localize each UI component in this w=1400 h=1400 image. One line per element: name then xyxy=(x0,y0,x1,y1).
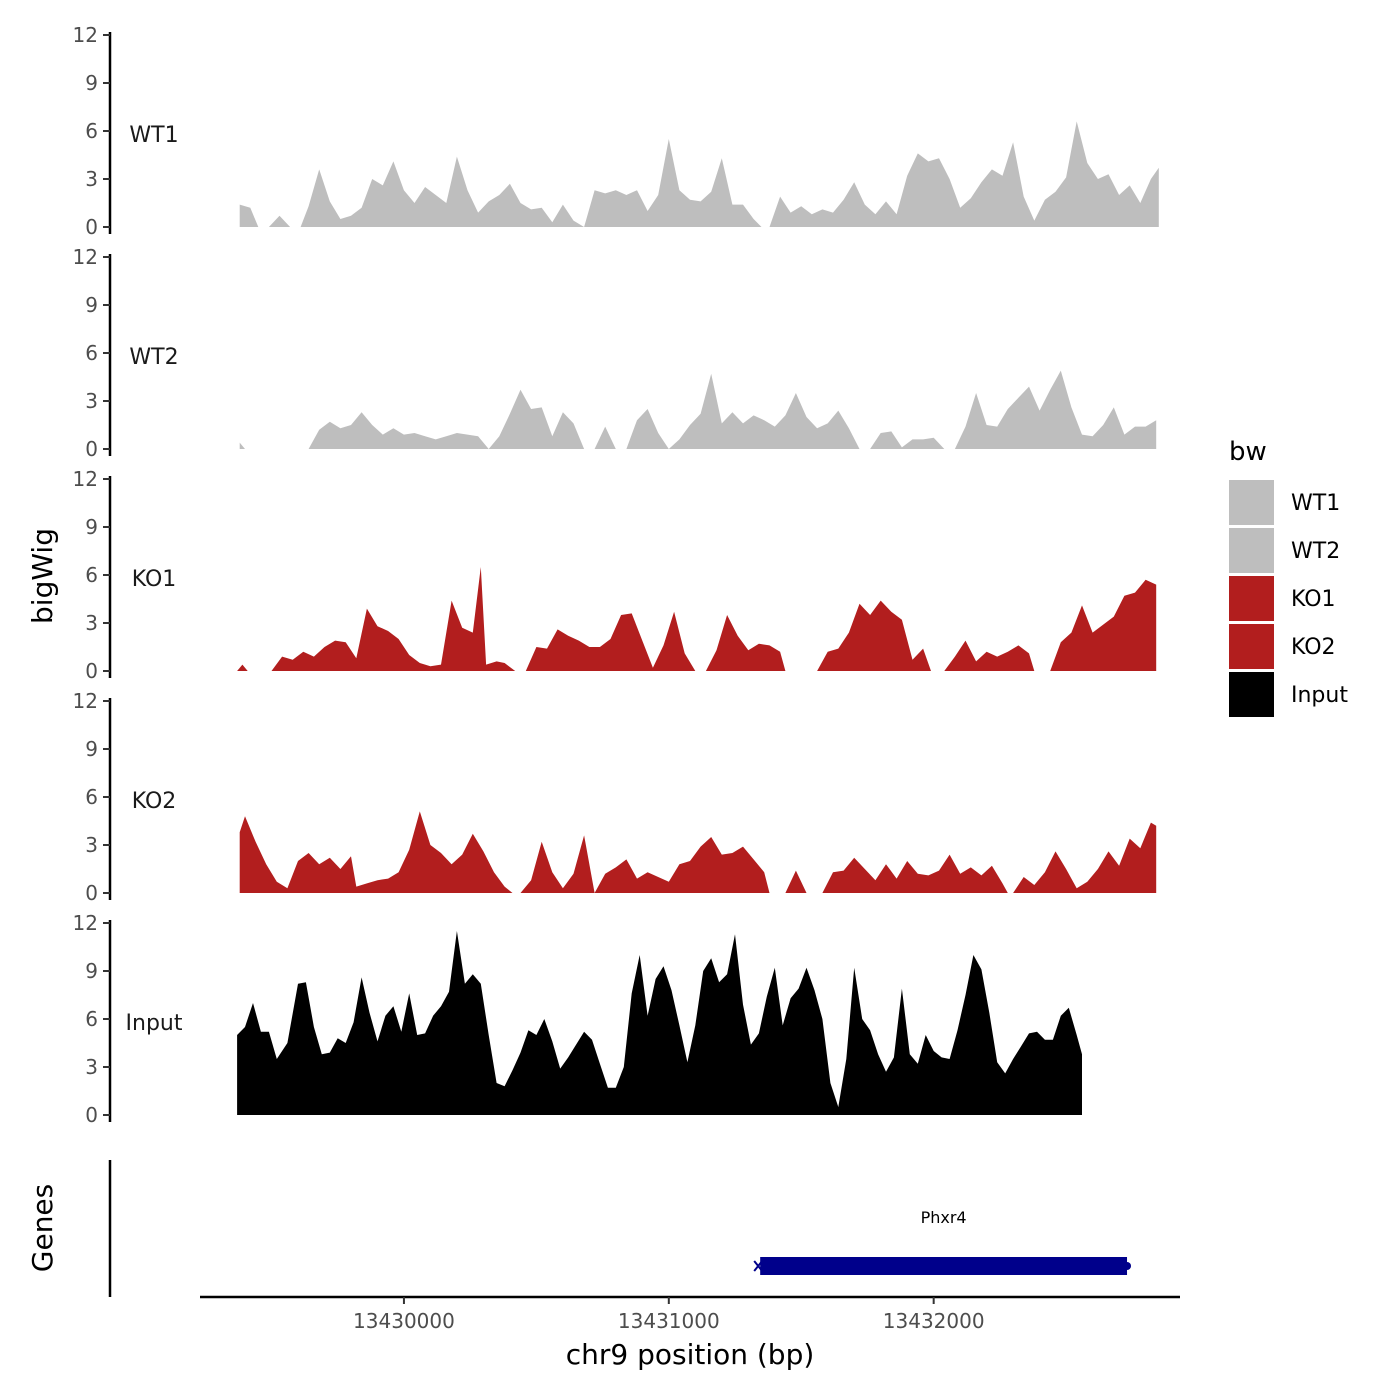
legend-swatch xyxy=(1229,576,1274,621)
y-tick-label: 0 xyxy=(85,1103,98,1127)
y-tick-label: 3 xyxy=(85,833,98,857)
coverage-area-ko2 xyxy=(239,811,1157,893)
y-tick-label: 3 xyxy=(85,1055,98,1079)
legend-label: KO1 xyxy=(1291,587,1336,612)
legend-item-ko1: KO1 xyxy=(1229,576,1336,621)
y-tick-label: 0 xyxy=(85,659,98,683)
gene-start-marker xyxy=(753,1260,763,1272)
y-tick-label: 0 xyxy=(85,437,98,461)
genes-axis-title: Genes xyxy=(26,1184,59,1272)
legend-item-ko2: KO2 xyxy=(1229,624,1336,669)
y-tick-label: 9 xyxy=(85,959,98,983)
y-tick-label: 12 xyxy=(73,245,98,269)
legend-label: WT1 xyxy=(1291,491,1340,516)
track-label: KO2 xyxy=(132,789,177,814)
track-label: WT1 xyxy=(129,123,178,148)
legend-label: KO2 xyxy=(1291,635,1336,660)
y-tick-label: 3 xyxy=(85,611,98,635)
y-tick-label: 0 xyxy=(85,215,98,239)
coverage-tracks: 0 3 6 9 12 WT1 0 3 6 9 12 WT2 0 3 6 9 12 KO1 0 3 6 9 12 KO2 0 3 6 9… xyxy=(73,23,1159,1127)
y-axis-title: bigWig xyxy=(26,528,59,624)
gene-name-label: Phxr4 xyxy=(921,1208,967,1227)
y-tick-label: 9 xyxy=(85,293,98,317)
legend-label: Input xyxy=(1291,683,1348,708)
track-wt2: 0 3 6 9 12 WT2 xyxy=(73,245,1157,461)
y-tick-label: 6 xyxy=(85,119,98,143)
legend-swatch xyxy=(1229,672,1274,717)
y-tick-label: 3 xyxy=(85,167,98,191)
legend-swatch xyxy=(1229,624,1274,669)
coverage-area-input xyxy=(237,931,1083,1115)
track-input: 0 3 6 9 12 Input xyxy=(73,911,1083,1127)
legend-swatch xyxy=(1229,480,1274,525)
y-tick-label: 9 xyxy=(85,737,98,761)
track-label: WT2 xyxy=(129,345,178,370)
coverage-area-wt1 xyxy=(239,121,1159,227)
track-ko2: 0 3 6 9 12 KO2 xyxy=(73,689,1157,905)
gene-panel: Phxr4 xyxy=(108,1160,1132,1297)
track-wt1: 0 3 6 9 12 WT1 xyxy=(73,23,1159,239)
gene-end-marker xyxy=(1123,1262,1132,1270)
x-tick-label: 13432000 xyxy=(883,1309,985,1333)
coverage-area-ko1 xyxy=(237,567,1157,671)
legend-label: WT2 xyxy=(1291,539,1340,564)
x-axis-title: chr9 position (bp) xyxy=(566,1338,815,1371)
y-tick-label: 3 xyxy=(85,389,98,413)
legend-title: bw xyxy=(1229,437,1267,467)
coverage-area-wt2 xyxy=(239,370,1157,449)
y-tick-label: 12 xyxy=(73,689,98,713)
y-tick-label: 6 xyxy=(85,1007,98,1031)
y-tick-label: 6 xyxy=(85,785,98,809)
track-label: Input xyxy=(126,1011,183,1036)
y-tick-label: 12 xyxy=(73,23,98,47)
x-tick-label: 13430000 xyxy=(353,1309,455,1333)
y-tick-label: 6 xyxy=(85,563,98,587)
track-ko1: 0 3 6 9 12 KO1 xyxy=(73,467,1157,683)
y-tick-label: 9 xyxy=(85,71,98,95)
x-axis: 13430000 13431000 13432000 xyxy=(200,1295,1180,1333)
y-tick-label: 12 xyxy=(73,911,98,935)
legend-item-wt1: WT1 xyxy=(1229,480,1340,525)
y-tick-label: 6 xyxy=(85,341,98,365)
legend-swatch xyxy=(1229,528,1274,573)
y-tick-label: 9 xyxy=(85,515,98,539)
legend-item-input: Input xyxy=(1229,672,1348,717)
y-tick-label: 0 xyxy=(85,881,98,905)
gene-phxr4: Phxr4 xyxy=(753,1208,1132,1275)
y-tick-label: 12 xyxy=(73,467,98,491)
track-label: KO1 xyxy=(132,567,177,592)
legend-item-wt2: WT2 xyxy=(1229,528,1340,573)
legend: bw WT1 WT2 KO1 KO2 Input xyxy=(1229,437,1348,717)
gene-body xyxy=(760,1257,1128,1275)
x-tick-label: 13431000 xyxy=(618,1309,720,1333)
